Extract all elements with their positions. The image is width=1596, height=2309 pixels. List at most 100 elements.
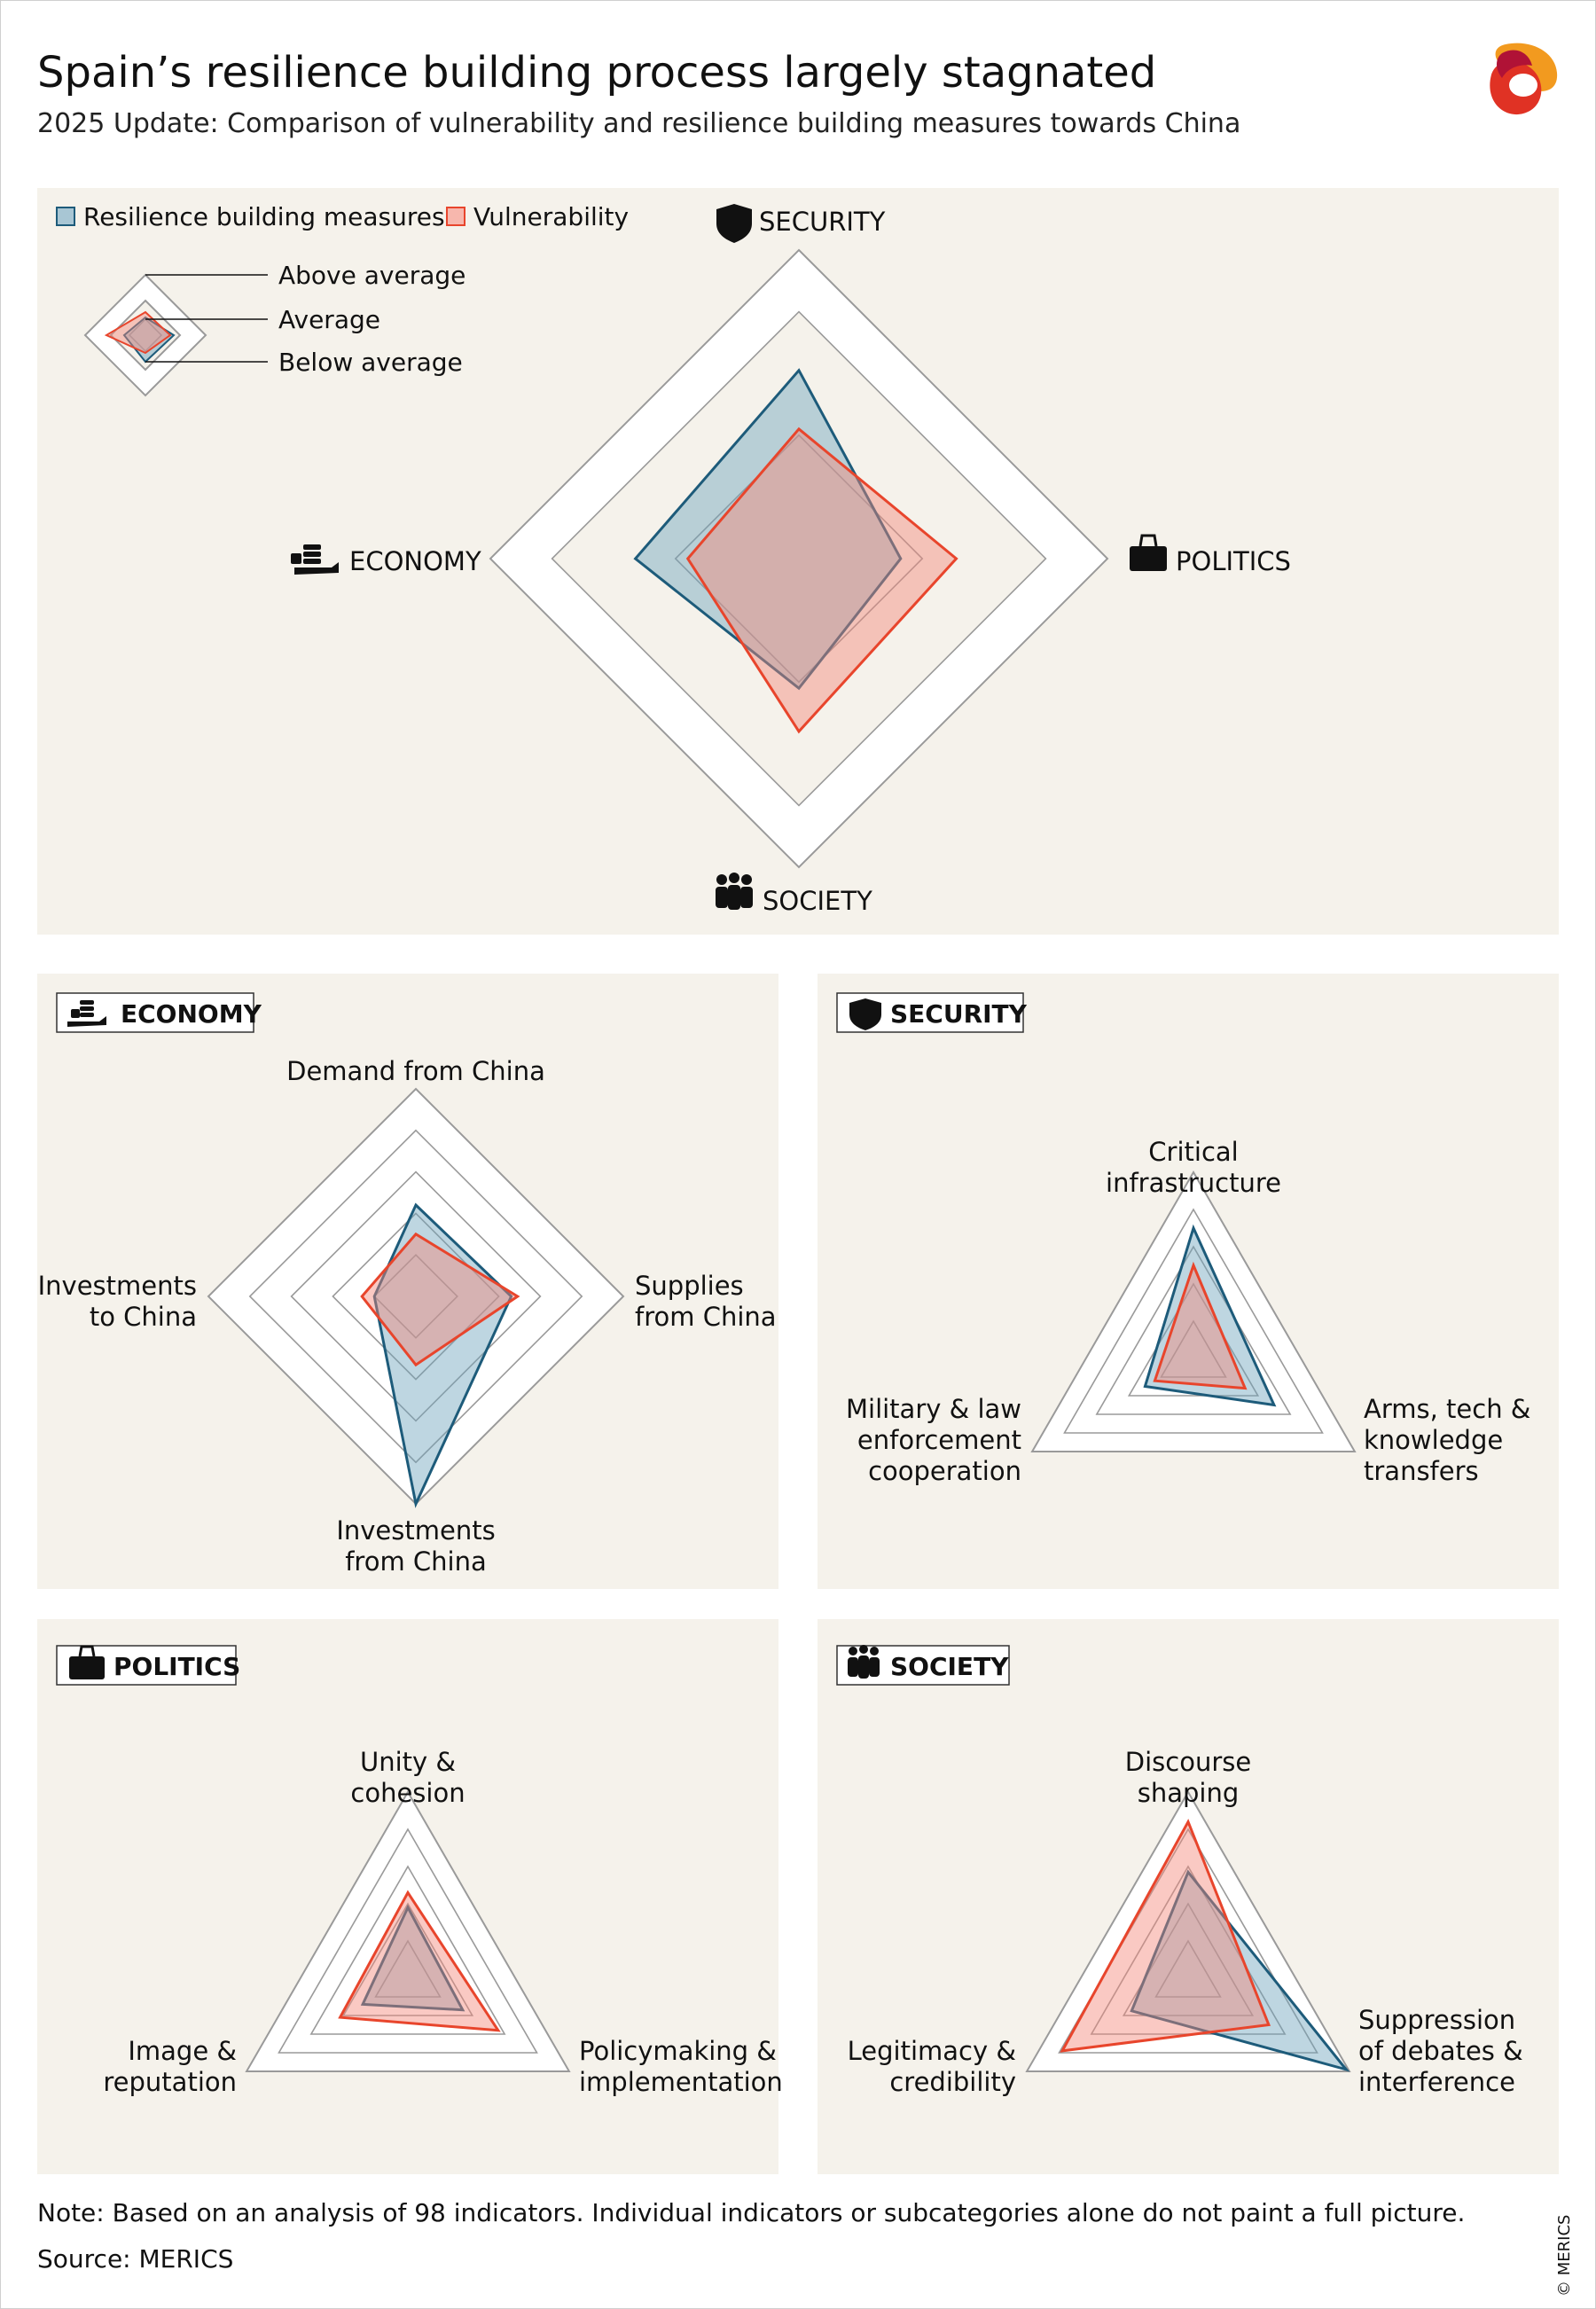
pol-label-policy-1: Policymaking & <box>579 2036 777 2066</box>
chart-title: Spain’s resilience building process larg… <box>37 48 1157 98</box>
grid-ring <box>1154 1939 1222 1998</box>
radar-politics <box>245 1790 571 2072</box>
axis-label-security: SECURITY <box>759 207 886 237</box>
grid-ring <box>1095 1245 1292 1415</box>
pol-label-unity-2: cohesion <box>350 1778 465 1808</box>
shield-icon <box>716 204 752 243</box>
shield-icon <box>849 998 881 1030</box>
sec-label-critical-1: Critical <box>1148 1137 1238 1167</box>
sec-label-military-2: enforcement <box>857 1425 1021 1455</box>
overview-panel: Resilience building measures Vulnerabili… <box>37 188 1559 935</box>
sec-label-arms-3: transfers <box>1364 1456 1479 1486</box>
security-tag: SECURITY <box>836 992 1028 1033</box>
people-icon <box>848 1645 880 1679</box>
legend-label-resilience: Resilience building measures <box>83 202 445 231</box>
resilience-area <box>633 368 903 691</box>
merics-logo <box>1490 43 1558 115</box>
legend-swatch-vulnerability <box>446 207 466 226</box>
briefcase-icon <box>1130 534 1167 571</box>
politics-panel: POLITICS Unity & cohesion Policymaking &… <box>37 1619 783 2174</box>
grid-ring <box>1122 1902 1255 2016</box>
pol-label-image-2: reputation <box>103 2067 237 2097</box>
briefcase-icon <box>69 1645 105 1679</box>
footnote: Note: Based on an analysis of 98 indicat… <box>37 2198 1466 2227</box>
grid-ring <box>290 1170 542 1422</box>
grid-ring <box>373 1254 458 1339</box>
soc-label-legitimacy-1: Legitimacy & <box>848 2036 1016 2066</box>
soc-label-discourse-2: shaping <box>1138 1778 1240 1808</box>
sec-label-critical-2: infrastructure <box>1106 1168 1281 1198</box>
econ-label-supplies-1: Supplies <box>635 1271 744 1301</box>
scale-key: Above average Average Below average <box>83 261 466 397</box>
soc-label-suppression-3: interference <box>1358 2067 1515 2097</box>
grid-ring <box>1025 1790 1351 2072</box>
pol-label-image-1: Image & <box>128 2036 237 2066</box>
soc-label-discourse-1: Discourse <box>1125 1747 1251 1777</box>
society-svg: SOCIETY Discourse shaping Suppression of… <box>836 1645 1523 2097</box>
people-icon <box>716 873 753 910</box>
politics-svg: POLITICS Unity & cohesion Policymaking &… <box>56 1645 783 2097</box>
coins-hand-icon <box>67 1000 106 1027</box>
econ-label-inv-to-2: to China <box>90 1302 197 1332</box>
resilience-area <box>1130 1869 1350 2072</box>
axis-security: SECURITY <box>716 204 886 243</box>
grid-ring <box>248 1129 583 1464</box>
radar-security <box>1030 1170 1357 1452</box>
security-tag-label: SECURITY <box>890 999 1028 1029</box>
econ-label-supplies-2: from China <box>635 1302 777 1332</box>
resilience-area <box>1143 1224 1277 1407</box>
society-tag: SOCIETY <box>836 1645 1010 1686</box>
economy-tag-label: ECONOMY <box>121 999 262 1029</box>
econ-label-inv-to-1: Investments <box>38 1271 197 1301</box>
vulnerability-area <box>1153 1261 1248 1390</box>
vulnerability-area <box>685 427 958 734</box>
vulnerability-area <box>360 1232 520 1367</box>
pol-label-policy-2: implementation <box>579 2067 783 2097</box>
axis-economy: ECONOMY <box>291 544 481 576</box>
grid-ring <box>341 1902 474 2016</box>
logo-hole <box>1509 74 1537 97</box>
sec-label-arms-1: Arms, tech & <box>1364 1394 1530 1424</box>
society-tag-label: SOCIETY <box>890 1652 1009 1681</box>
legend-label-vulnerability: Vulnerability <box>473 202 629 231</box>
vulnerability-area <box>1060 1819 1271 2053</box>
soc-label-legitimacy-2: credibility <box>889 2067 1016 2097</box>
grid-ring <box>1063 1208 1324 1434</box>
key-label-below: Below average <box>278 348 463 377</box>
grid-ring <box>278 1828 538 2054</box>
vulnerability-area <box>338 1890 501 2032</box>
grid-ring <box>1030 1170 1357 1452</box>
soc-label-suppression-2: of debates & <box>1358 2036 1523 2066</box>
legend-swatch-resilience <box>56 207 75 226</box>
key-label-average: Average <box>278 305 380 334</box>
security-panel: SECURITY Critical infrastructure Arms, t… <box>818 974 1559 1589</box>
sec-label-military-3: cooperation <box>868 1456 1021 1486</box>
soc-label-suppression-1: Suppression <box>1358 2005 1515 2035</box>
overview-svg: Resilience building measures Vulnerabili… <box>56 202 1291 916</box>
grid-ring <box>309 1865 506 2035</box>
politics-tag-label: POLITICS <box>113 1652 240 1681</box>
source-line: Source: MERICS <box>37 2244 234 2274</box>
axis-label-society: SOCIETY <box>763 886 872 916</box>
grid-ring <box>374 1939 442 1998</box>
sec-label-military-1: Military & law <box>846 1394 1021 1424</box>
security-svg: SECURITY Critical infrastructure Arms, t… <box>836 992 1530 1486</box>
key-vulnerability-shape <box>104 310 172 355</box>
sec-label-arms-2: knowledge <box>1364 1425 1503 1455</box>
key-label-above: Above average <box>278 261 466 290</box>
radar-overview <box>489 248 1109 869</box>
radar-society <box>1025 1790 1351 2072</box>
axis-label-politics: POLITICS <box>1176 546 1291 576</box>
coins-hand-icon <box>291 544 339 575</box>
economy-tag: ECONOMY <box>56 992 262 1033</box>
econ-label-inv-from-1: Investments <box>336 1515 495 1546</box>
axis-politics: POLITICS <box>1130 534 1291 576</box>
society-panel: SOCIETY Discourse shaping Suppression of… <box>818 1619 1559 2174</box>
axis-society: SOCIETY <box>716 873 872 916</box>
legend: Resilience building measures Vulnerabili… <box>56 202 629 231</box>
grid-ring <box>245 1790 571 2072</box>
axis-label-economy: ECONOMY <box>349 546 481 576</box>
econ-label-inv-from-2: from China <box>345 1546 487 1577</box>
economy-svg: ECONOMY Demand from China Supplies from … <box>38 992 777 1577</box>
copyright: © MERICS <box>1555 2214 1574 2297</box>
